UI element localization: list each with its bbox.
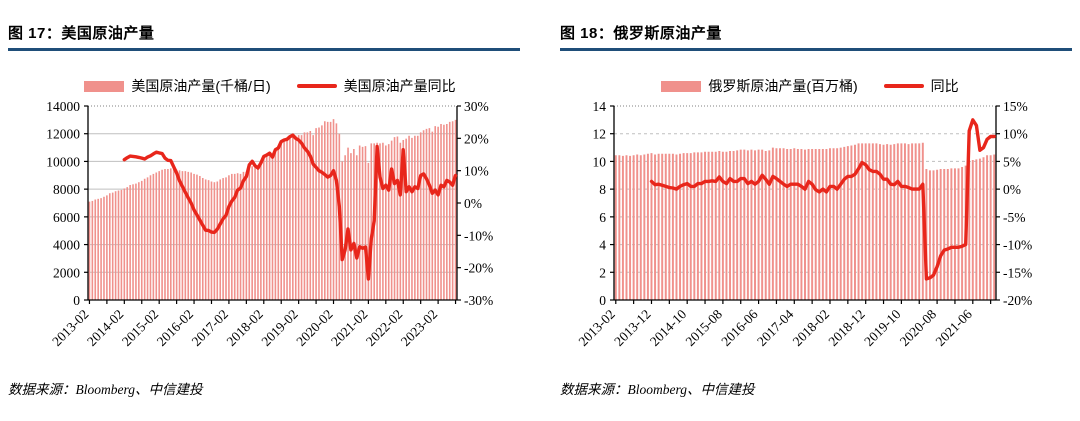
svg-text:2017-04: 2017-04: [754, 306, 797, 349]
svg-text:2013-02: 2013-02: [49, 307, 91, 349]
svg-text:6000: 6000: [53, 210, 80, 225]
svg-text:2020-08: 2020-08: [897, 306, 940, 349]
svg-text:-10%: -10%: [1003, 238, 1032, 253]
svg-text:2018-12: 2018-12: [825, 307, 867, 349]
svg-text:10%: 10%: [1003, 127, 1028, 142]
svg-text:10: 10: [593, 154, 607, 169]
svg-text:2: 2: [599, 265, 606, 280]
svg-text:0: 0: [73, 293, 80, 308]
svg-text:2015-08: 2015-08: [683, 306, 726, 349]
data-source: 数据来源：Bloomberg、中信建投: [8, 382, 203, 397]
legend-item-production: 俄罗斯原油产量(百万桶): [661, 76, 858, 96]
svg-text:2013-02: 2013-02: [575, 307, 617, 349]
svg-text:8: 8: [599, 182, 606, 197]
svg-text:5%: 5%: [1003, 154, 1021, 169]
svg-text:-5%: -5%: [1003, 210, 1026, 225]
svg-text:2019-02: 2019-02: [258, 307, 300, 349]
legend-item-yoy: 同比: [883, 76, 959, 96]
russia-crude-production-chart: 0 2 4 6 8 10 12 14 15% 10% 5% 0% -5% -10% -15% -20% 2013…: [575, 99, 1032, 349]
us-crude-production-chart: 0 2000 4000 6000 8000 10000 12000 14000 30% 20% 10…: [46, 99, 493, 349]
svg-text:2016-06: 2016-06: [718, 306, 761, 349]
figure-title: 图 17：美国原油产量: [8, 25, 155, 42]
svg-text:0: 0: [599, 293, 606, 308]
svg-text:8000: 8000: [53, 182, 80, 197]
data-source: 数据来源：Bloomberg、中信建投: [560, 382, 755, 397]
svg-text:2019-10: 2019-10: [861, 306, 904, 349]
legend-label: 同比: [930, 78, 959, 94]
svg-text:20%: 20%: [464, 131, 489, 146]
legend-label: 美国原油产量同比: [343, 78, 456, 94]
svg-text:12: 12: [593, 127, 607, 142]
svg-text:-10%: -10%: [464, 228, 493, 243]
chart-legend: 美国原油产量(千桶/日) 美国原油产量同比: [0, 76, 540, 96]
svg-text:2014-02: 2014-02: [84, 307, 126, 349]
svg-text:6: 6: [599, 210, 606, 225]
svg-text:4000: 4000: [53, 238, 80, 253]
svg-text:-15%: -15%: [1003, 265, 1032, 280]
svg-text:10000: 10000: [46, 154, 80, 169]
bar-swatch-icon: [661, 80, 702, 92]
line-swatch-icon: [296, 84, 337, 88]
svg-text:2015-02: 2015-02: [119, 307, 161, 349]
svg-text:2017-02: 2017-02: [189, 307, 231, 349]
chart-legend: 俄罗斯原油产量(百万桶) 同比: [540, 76, 1080, 96]
legend-item-yoy: 美国原油产量同比: [296, 76, 456, 96]
figure-title: 图 18：俄罗斯原油产量: [560, 25, 722, 42]
svg-text:-30%: -30%: [464, 293, 493, 308]
svg-text:0%: 0%: [1003, 182, 1021, 197]
svg-text:-20%: -20%: [1003, 293, 1032, 308]
svg-text:2022-02: 2022-02: [363, 307, 405, 349]
legend-label: 美国原油产量(千桶/日): [131, 78, 271, 94]
svg-text:4: 4: [599, 238, 606, 253]
svg-text:2013-12: 2013-12: [611, 307, 653, 349]
svg-text:2020-02: 2020-02: [293, 307, 335, 349]
svg-text:-20%: -20%: [464, 261, 493, 276]
svg-text:14: 14: [593, 99, 607, 114]
figure-18-russia-crude: 图 18：俄罗斯原油产量 俄罗斯原油产量(百万桶) 同比 0 2 4 6 8 10 12 14…: [540, 0, 1080, 421]
legend-item-production: 美国原油产量(千桶/日): [84, 76, 271, 96]
svg-text:30%: 30%: [464, 99, 489, 114]
svg-text:12000: 12000: [46, 127, 80, 142]
figure-17-us-crude: 图 17：美国原油产量 美国原油产量(千桶/日) 美国原油产量同比 0 2000 4…: [0, 25, 540, 397]
svg-text:2000: 2000: [53, 265, 80, 280]
svg-text:14000: 14000: [46, 99, 80, 114]
svg-text:0%: 0%: [464, 196, 482, 211]
svg-text:2016-02: 2016-02: [154, 307, 196, 349]
title-rule: [8, 48, 520, 51]
svg-text:2021-06: 2021-06: [932, 306, 975, 349]
svg-text:2023-02: 2023-02: [398, 307, 440, 349]
legend-label: 俄罗斯原油产量(百万桶): [708, 78, 858, 94]
svg-text:2018-02: 2018-02: [790, 307, 832, 349]
title-rule: [560, 48, 1072, 51]
svg-text:2014-10: 2014-10: [647, 306, 690, 349]
svg-text:2021-02: 2021-02: [328, 307, 370, 349]
svg-text:2018-02: 2018-02: [223, 307, 265, 349]
bar-swatch-icon: [84, 80, 125, 92]
svg-text:15%: 15%: [1003, 99, 1028, 114]
line-swatch-icon: [883, 84, 924, 88]
svg-text:10%: 10%: [464, 164, 489, 179]
